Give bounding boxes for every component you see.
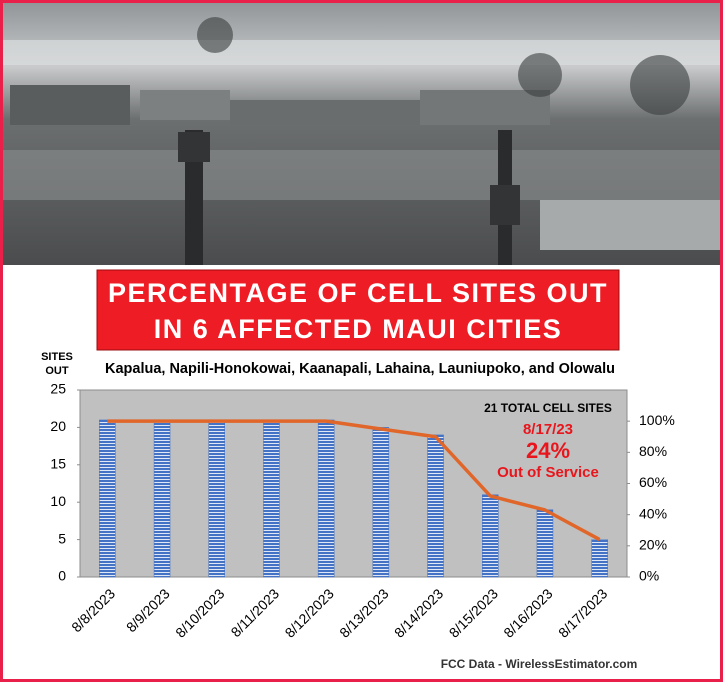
y2-tick-label: 20%	[639, 537, 667, 553]
y2-tick-label: 80%	[639, 443, 667, 459]
annotation: Out of Service	[497, 464, 599, 481]
title-box	[96, 269, 620, 351]
y2-tick-label: 100%	[639, 412, 675, 428]
y-tick-label: 5	[58, 530, 66, 546]
x-tick-label: 8/12/2023	[282, 585, 338, 641]
bar	[536, 509, 554, 578]
y-tick-label: 10	[50, 493, 66, 509]
chart-title: IN 6 AFFECTED MAUI CITIES	[154, 314, 563, 344]
y2-tick-label: 0%	[639, 568, 659, 584]
x-tick-label: 8/11/2023	[228, 585, 283, 640]
subtitle: Kapalua, Napili-Honokowai, Kaanapali, La…	[105, 361, 615, 377]
x-tick-label: 8/16/2023	[500, 585, 556, 641]
bar	[427, 434, 444, 578]
y-tick-label: 15	[50, 456, 66, 472]
y-tick-label: 20	[50, 418, 66, 434]
bar	[372, 427, 390, 578]
photo	[0, 0, 723, 265]
chart-title: PERCENTAGE OF CELL SITES OUT	[108, 278, 608, 308]
y-axis-label: SITES	[41, 351, 73, 363]
annotation: 21 TOTAL CELL SITES	[484, 401, 612, 415]
x-tick-label: 8/14/2023	[391, 585, 447, 641]
x-tick-label: 8/15/2023	[446, 585, 502, 641]
bar	[99, 419, 116, 578]
line	[107, 419, 601, 542]
x-tick-label: 8/10/2023	[172, 585, 228, 641]
y-tick-label: 0	[58, 568, 66, 584]
bar	[482, 494, 499, 578]
x-tick-label: 8/17/2023	[555, 585, 611, 641]
x-tick-label: 8/8/2023	[68, 585, 118, 635]
source: FCC Data - WirelessEstimator.com	[441, 657, 638, 671]
annotation: 24%	[526, 438, 570, 463]
y2-tick-label: 40%	[639, 505, 667, 521]
y-tick-label: 25	[50, 381, 66, 397]
bar	[208, 419, 225, 578]
bar	[317, 419, 335, 578]
bar	[263, 419, 280, 578]
x-tick-label: 8/13/2023	[336, 585, 392, 641]
annotation: 8/17/23	[523, 421, 573, 438]
bar	[591, 539, 608, 578]
x-tick-label: 8/9/2023	[123, 585, 173, 635]
bar	[153, 419, 171, 578]
y-axis-label: OUT	[45, 365, 69, 377]
y2-tick-label: 60%	[639, 474, 667, 490]
